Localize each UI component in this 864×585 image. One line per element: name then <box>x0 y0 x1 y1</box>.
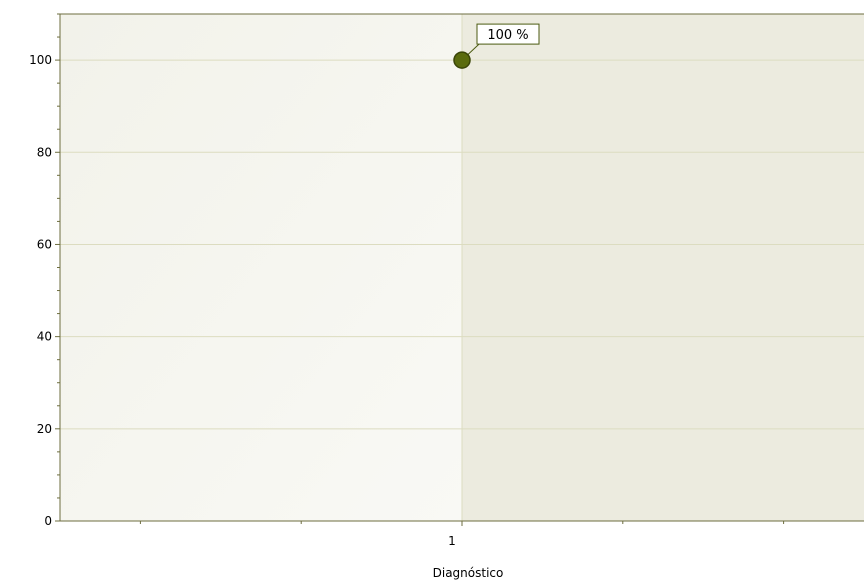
x-axis-title: Diagnóstico <box>433 566 504 580</box>
data-label-box <box>476 23 540 45</box>
y-tick-label: 100 <box>29 53 52 67</box>
y-tick-label: 20 <box>37 422 52 436</box>
gridlines <box>60 14 864 521</box>
data-point <box>453 51 471 69</box>
plot-background-left <box>60 14 462 521</box>
plot-background-right <box>462 14 864 521</box>
y-tick-label: 80 <box>37 145 52 159</box>
data-label: 100 % <box>487 28 528 43</box>
y-tick-label: 0 <box>44 514 52 528</box>
x-tick-label: 1 <box>448 534 456 548</box>
axes <box>55 13 864 526</box>
y-tick-label: 40 <box>37 330 52 344</box>
data-marks: 100 % <box>453 23 540 69</box>
y-tick-label: 60 <box>37 237 52 251</box>
tick-labels: 0 20 40 60 80 100 1 <box>29 53 456 548</box>
plot-area <box>60 14 864 521</box>
